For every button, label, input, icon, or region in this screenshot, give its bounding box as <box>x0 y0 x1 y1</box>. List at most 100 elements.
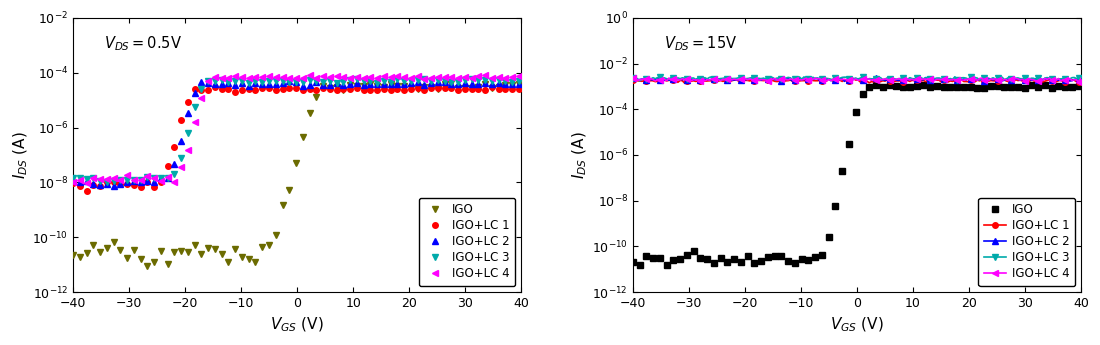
IGO <box>515 84 528 88</box>
IGO+LC 4 <box>976 76 989 80</box>
IGO+LC 2 <box>145 185 158 189</box>
IGO+LC 1 <box>748 79 761 83</box>
IGO+LC 4 <box>1072 80 1086 84</box>
IGO+LC 2 <box>152 176 165 180</box>
IGO+LC 3 <box>656 76 669 80</box>
IGO+LC 2 <box>645 78 658 82</box>
IGO+LC 2 <box>1056 77 1069 81</box>
IGO <box>770 265 783 269</box>
IGO+LC 3 <box>85 181 98 186</box>
IGO <box>1056 85 1069 89</box>
IGO <box>626 260 639 264</box>
IGO+LC 2 <box>653 78 667 82</box>
IGO <box>481 82 494 87</box>
IGO+LC 4 <box>515 73 528 77</box>
IGO+LC 4 <box>66 180 79 184</box>
IGO+LC 2 <box>420 79 433 83</box>
IGO+LC 3 <box>496 80 509 84</box>
IGO+LC 1 <box>66 180 79 185</box>
IGO <box>496 86 509 90</box>
IGO+LC 3 <box>748 77 761 81</box>
IGO+LC 2 <box>1075 76 1088 80</box>
IGO <box>152 259 165 263</box>
IGO+LC 4 <box>152 177 165 181</box>
IGO+LC 4 <box>188 120 201 124</box>
IGO+LC 1 <box>494 87 507 91</box>
IGO+LC 1 <box>645 79 658 83</box>
IGO+LC 4 <box>502 72 515 76</box>
IGO+LC 4 <box>494 76 507 80</box>
IGO+LC 3 <box>712 77 725 81</box>
Line: IGO: IGO <box>630 81 1084 270</box>
IGO+LC 3 <box>152 177 165 181</box>
Line: IGO+LC 1: IGO+LC 1 <box>70 82 524 194</box>
IGO+LC 4 <box>1054 79 1067 83</box>
IGO+LC 4 <box>710 77 723 81</box>
IGO+LC 2 <box>85 182 98 186</box>
IGO+LC 1 <box>847 77 860 81</box>
IGO+LC 4 <box>645 77 658 81</box>
IGO <box>449 81 462 85</box>
Line: IGO+LC 2: IGO+LC 2 <box>630 75 1084 84</box>
IGO+LC 1 <box>478 88 492 92</box>
Line: IGO+LC 4: IGO+LC 4 <box>70 71 524 186</box>
IGO+LC 1 <box>712 79 725 83</box>
IGO <box>901 82 914 86</box>
IGO+LC 4 <box>96 181 109 186</box>
IGO <box>94 250 107 254</box>
Legend: IGO, IGO+LC 1, IGO+LC 2, IGO+LC 3, IGO+LC 4: IGO, IGO+LC 1, IGO+LC 2, IGO+LC 3, IGO+L… <box>419 198 515 286</box>
IGO+LC 3 <box>481 77 494 81</box>
Line: IGO+LC 3: IGO+LC 3 <box>70 75 524 186</box>
IGO+LC 2 <box>515 82 528 86</box>
IGO+LC 2 <box>94 183 107 187</box>
IGO+LC 3 <box>96 174 109 178</box>
IGO+LC 1 <box>188 87 201 91</box>
IGO+LC 1 <box>626 78 639 82</box>
IGO+LC 3 <box>1075 77 1088 81</box>
IGO+LC 2 <box>1041 77 1054 81</box>
IGO+LC 3 <box>87 176 100 180</box>
Line: IGO+LC 4: IGO+LC 4 <box>630 75 1084 85</box>
IGO+LC 4 <box>746 78 759 82</box>
IGO+LC 1 <box>87 184 100 188</box>
IGO+LC 2 <box>496 81 509 86</box>
IGO+LC 1 <box>1075 78 1088 82</box>
IGO+LC 4 <box>85 176 98 180</box>
IGO+LC 2 <box>626 76 639 80</box>
IGO+LC 3 <box>1041 76 1054 80</box>
IGO+LC 2 <box>481 82 494 86</box>
IGO+LC 2 <box>710 78 723 82</box>
IGO+LC 3 <box>647 76 660 80</box>
IGO <box>1041 86 1054 90</box>
X-axis label: $V_{GS}\ \rm{(V)}$: $V_{GS}\ \rm{(V)}$ <box>271 315 324 334</box>
IGO+LC 2 <box>921 79 934 83</box>
IGO+LC 4 <box>626 76 639 80</box>
IGO+LC 4 <box>1038 76 1052 80</box>
IGO+LC 2 <box>66 178 79 183</box>
Text: $V_{DS}=0.5\rm{V}$: $V_{DS}=0.5\rm{V}$ <box>104 34 183 53</box>
IGO <box>710 254 723 258</box>
IGO+LC 2 <box>746 77 759 81</box>
IGO+LC 3 <box>66 176 79 180</box>
Line: IGO+LC 2: IGO+LC 2 <box>70 78 524 190</box>
Text: $V_{DS}=15\rm{V}$: $V_{DS}=15\rm{V}$ <box>664 34 737 53</box>
IGO+LC 4 <box>94 177 107 181</box>
IGO+LC 1 <box>653 78 667 82</box>
IGO+LC 3 <box>188 105 201 109</box>
IGO+LC 1 <box>96 180 109 185</box>
IGO <box>66 253 79 257</box>
IGO+LC 4 <box>1075 76 1088 80</box>
IGO+LC 3 <box>948 75 961 79</box>
IGO+LC 4 <box>653 77 667 81</box>
Y-axis label: $I_{DS}\ \rm{(A)}$: $I_{DS}\ \rm{(A)}$ <box>571 131 590 179</box>
IGO+LC 4 <box>478 72 492 77</box>
IGO+LC 3 <box>1056 77 1069 81</box>
Line: IGO+LC 1: IGO+LC 1 <box>630 76 1084 86</box>
IGO+LC 3 <box>626 76 639 80</box>
IGO+LC 2 <box>918 76 932 80</box>
IGO+LC 3 <box>515 78 528 82</box>
IGO+LC 1 <box>80 189 94 193</box>
IGO <box>139 268 152 272</box>
IGO+LC 3 <box>454 76 467 80</box>
IGO+LC 1 <box>1056 79 1069 83</box>
